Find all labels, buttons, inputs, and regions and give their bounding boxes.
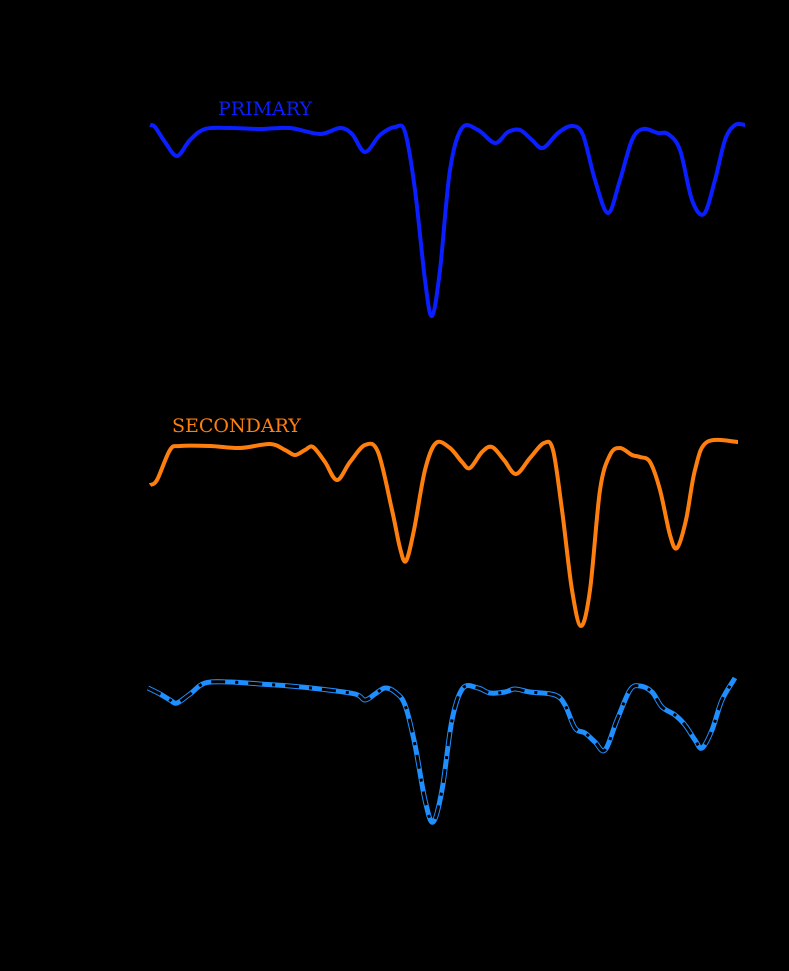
primary-label: PRIMARY [218, 98, 312, 120]
secondary-curve [148, 437, 739, 628]
combined-dashed-overlay [147, 677, 737, 824]
primary-curve [149, 121, 746, 319]
secondary-label: SECONDARY [172, 415, 301, 437]
